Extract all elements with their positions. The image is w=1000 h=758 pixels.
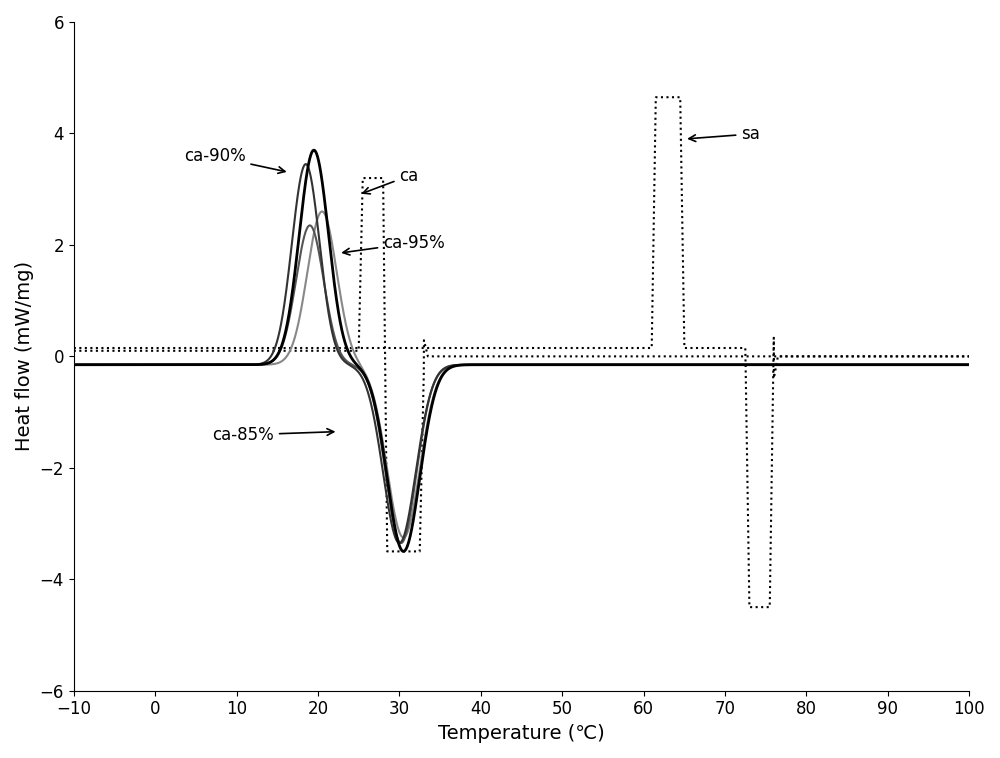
Text: ca: ca bbox=[363, 167, 419, 194]
Text: ca-85%: ca-85% bbox=[212, 426, 334, 444]
Text: ca-90%: ca-90% bbox=[184, 147, 285, 174]
Text: sa: sa bbox=[689, 125, 760, 143]
X-axis label: Temperature (℃): Temperature (℃) bbox=[438, 724, 605, 743]
Y-axis label: Heat flow (mW/mg): Heat flow (mW/mg) bbox=[15, 262, 34, 452]
Text: ca-95%: ca-95% bbox=[343, 233, 445, 255]
